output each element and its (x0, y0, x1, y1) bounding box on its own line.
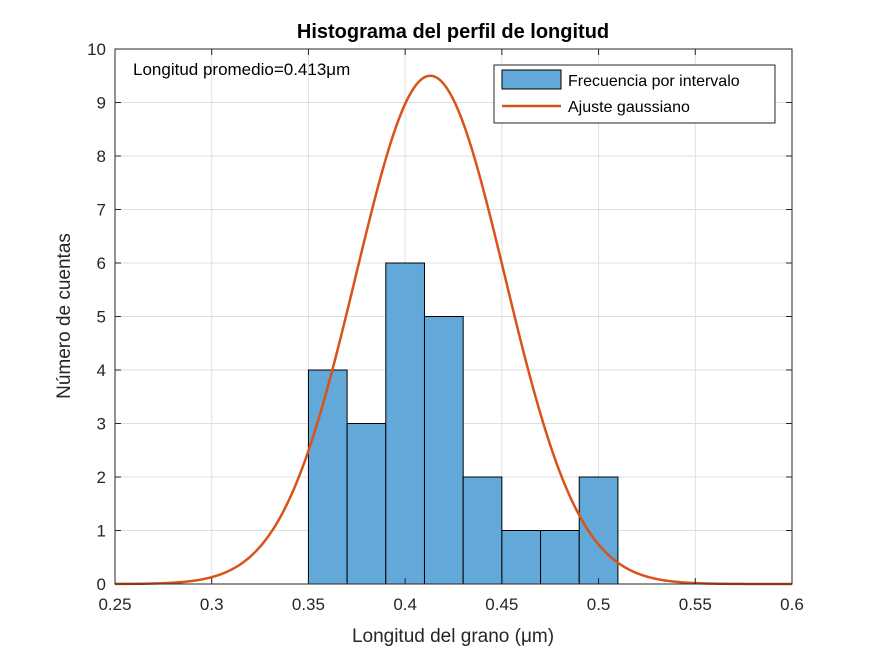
x-tick-label-5: 0.5 (587, 595, 611, 614)
x-tick-label-7: 0.6 (780, 595, 804, 614)
y-tick-label-9: 9 (97, 94, 106, 113)
x-tick-label-4: 0.45 (485, 595, 518, 614)
y-tick-label-10: 10 (87, 40, 106, 59)
legend-label-histogram: Frecuencia por intervalo (568, 73, 740, 90)
y-tick-label-8: 8 (97, 147, 106, 166)
x-tick-label-1: 0.3 (200, 595, 224, 614)
y-tick-label-3: 3 (97, 415, 106, 434)
histogram-bar (578, 476, 619, 585)
histogram-bar (346, 423, 387, 585)
x-tick-label-6: 0.55 (679, 595, 712, 614)
x-tick-label-0: 0.25 (98, 595, 131, 614)
y-tick-label-7: 7 (97, 201, 106, 220)
histogram-bars (307, 262, 619, 585)
y-tick-label-4: 4 (97, 361, 106, 380)
axis-ticks: 0.25 0.3 0.35 0.4 0.45 0.5 0.55 0.6 0 1 2 3 4 5 6 7 8 9 10 (87, 40, 804, 614)
y-tick-label-2: 2 (97, 468, 106, 487)
histogram-bar (462, 476, 503, 585)
histogram-bar (423, 316, 464, 585)
y-tick-label-0: 0 (97, 575, 106, 594)
histogram-bar (307, 369, 348, 585)
y-tick-label-5: 5 (97, 308, 106, 327)
legend-swatch-histogram (501, 69, 562, 90)
x-tick-label-3: 0.4 (393, 595, 417, 614)
chart-title: Histograma del perfil de longitud (297, 21, 609, 43)
histogram-bar (501, 530, 542, 585)
mean-annotation: Longitud promedio=0.413μm (133, 60, 350, 79)
x-tick-label-2: 0.35 (292, 595, 325, 614)
y-tick-label-6: 6 (97, 254, 106, 273)
histogram-bar (385, 262, 425, 585)
legend-label-fit: Ajuste gaussiano (568, 99, 690, 116)
y-tick-label-1: 1 (97, 522, 106, 541)
x-axis-label: Longitud del grano (μm) (352, 626, 554, 647)
gaussian-fit-line (115, 74, 792, 586)
legend: Frecuencia por intervalo Ajuste gaussian… (493, 64, 776, 124)
y-axis-label: Número de cuentas (54, 233, 75, 399)
histogram-bar (540, 530, 580, 585)
